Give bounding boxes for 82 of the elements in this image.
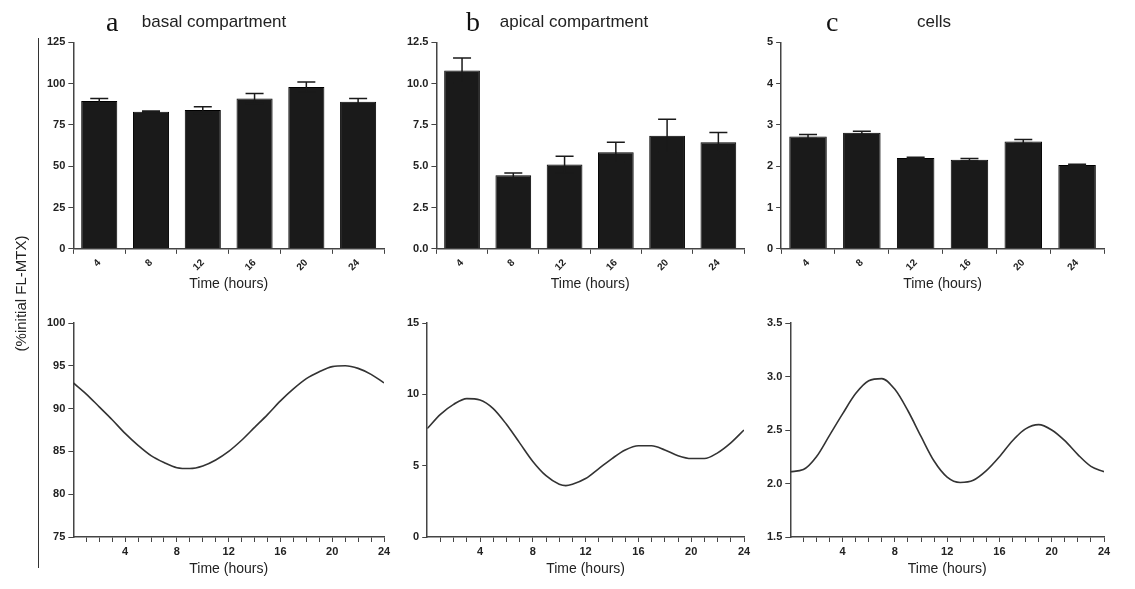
x-tick-label: 4: [839, 544, 847, 557]
x-tick-label: 8: [504, 256, 517, 269]
y-axis-title: (%initial FL-MTX): [12, 235, 30, 351]
y-tick-label: 25: [53, 200, 66, 213]
y-tick-label: 0.0: [413, 241, 429, 254]
y-tick-label: 1: [766, 200, 774, 213]
y-tick-label: 100: [46, 76, 66, 89]
y-tick-label: 10.0: [406, 76, 429, 89]
y-tick-label: 2.0: [766, 476, 783, 489]
y-tick-label: 0: [59, 241, 66, 254]
x-axis-title: Time (hours): [903, 275, 982, 292]
y-tick-label: 90: [53, 401, 66, 414]
x-axis-title: Time (hours): [550, 275, 630, 292]
x-tick-label: 12: [903, 256, 920, 273]
chart-title: cells: [916, 11, 952, 31]
chart-title: basal compartment: [141, 11, 287, 31]
x-tick-label: 8: [853, 256, 866, 269]
x-tick-label: 16: [993, 544, 1006, 557]
x-tick-label: 16: [242, 256, 259, 273]
x-axis-title: Time (hours): [189, 275, 269, 292]
y-tick-label: 0: [413, 530, 420, 543]
y-tick-label: 100: [46, 316, 66, 329]
y-tick-label: 80: [53, 487, 66, 500]
y-tick-label: 10: [406, 387, 420, 400]
y-tick-label: 95: [53, 358, 66, 371]
y-tick-label: 2.5: [413, 200, 429, 213]
x-tick-label: 12: [190, 256, 207, 273]
x-tick-label: 20: [326, 544, 339, 557]
x-tick-label: 4: [90, 256, 103, 269]
y-tick-label: 2.5: [766, 423, 783, 436]
y-tick-label: 3: [766, 118, 774, 131]
x-axis-title: Time (hours): [907, 560, 987, 577]
text: c: [826, 6, 839, 38]
x-tick-label: 16: [957, 256, 974, 273]
x-axis-title: Time (hours): [546, 560, 626, 577]
x-tick-label: 24: [377, 544, 391, 557]
x-tick-label: 12: [941, 544, 954, 557]
x-tick-label: 20: [685, 544, 698, 557]
y-tick-label: 50: [53, 159, 66, 172]
x-tick-label: 24: [1097, 544, 1111, 557]
x-tick-label: 24: [1064, 256, 1081, 273]
text: a: [106, 6, 119, 38]
x-tick-label: 16: [603, 256, 620, 273]
x-tick-label: 8: [173, 544, 180, 557]
y-tick-label: 4: [766, 76, 774, 89]
x-tick-label: 8: [529, 544, 536, 557]
x-tick-label: 20: [1010, 256, 1027, 273]
x-tick-label: 12: [579, 544, 592, 557]
x-tick-label: 4: [453, 256, 466, 269]
x-tick-label: 4: [122, 544, 130, 557]
y-tick-label: 3.5: [766, 316, 783, 329]
y-tick-label: 75: [53, 530, 66, 543]
y-tick-label: 0: [766, 241, 774, 254]
y-tick-label: 15: [406, 316, 420, 329]
x-tick-label: 16: [274, 544, 287, 557]
x-tick-label: 16: [632, 544, 645, 557]
y-tick-label: 5: [766, 35, 774, 48]
x-tick-label: 4: [799, 256, 812, 269]
x-tick-label: 8: [891, 544, 898, 557]
x-tick-label: 20: [1045, 544, 1058, 557]
x-tick-label: 24: [737, 544, 751, 557]
y-tick-label: 1.5: [766, 530, 783, 543]
x-tick-label: 8: [142, 256, 155, 269]
x-tick-label: 12: [222, 544, 235, 557]
x-tick-label: 20: [654, 256, 671, 273]
x-tick-label: 24: [345, 256, 362, 273]
y-tick-label: 5: [413, 458, 420, 471]
x-tick-label: 20: [294, 256, 311, 273]
x-tick-label: 24: [706, 256, 723, 273]
y-tick-label: 75: [53, 118, 66, 131]
x-axis-title: Time (hours): [189, 560, 269, 577]
y-tick-label: 5.0: [413, 159, 429, 172]
y-tick-label: 3.0: [766, 369, 783, 382]
x-tick-label: 4: [476, 544, 484, 557]
y-tick-label: 85: [53, 444, 66, 457]
y-tick-label: 12.5: [406, 35, 429, 48]
y-tick-label: 2: [766, 159, 774, 172]
text: b: [466, 6, 480, 38]
x-tick-label: 12: [552, 256, 569, 273]
y-tick-label: 125: [46, 35, 66, 48]
y-tick-label: 7.5: [413, 118, 429, 131]
chart-title: apical compartment: [499, 11, 649, 31]
